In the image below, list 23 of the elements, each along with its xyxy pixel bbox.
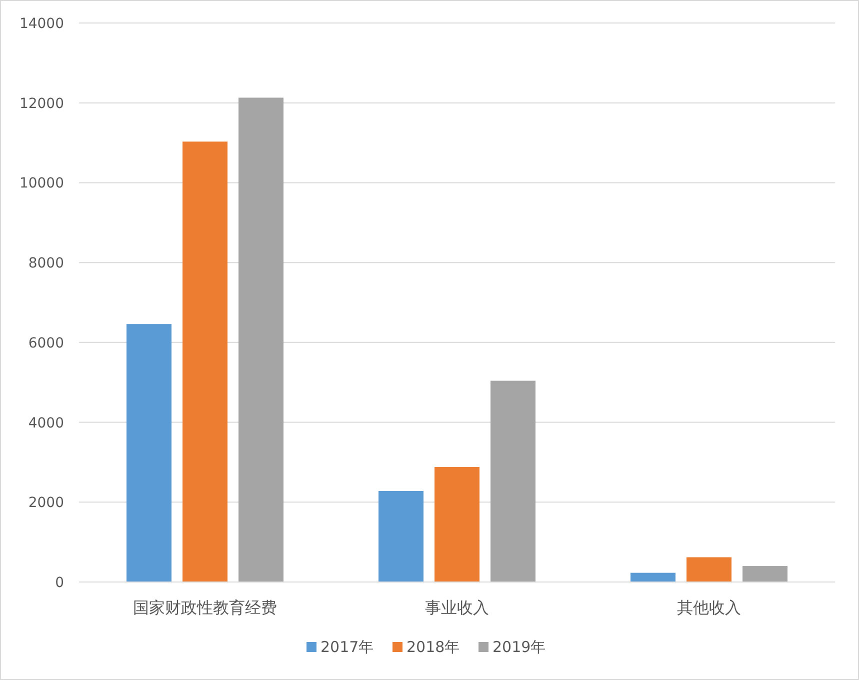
x-tick-label: 事业收入 [425,598,489,617]
bar [378,490,424,582]
bar [490,380,536,582]
y-tick-label: 2000 [28,495,64,512]
bar [238,98,284,582]
legend-label: 2018年 [406,638,460,656]
y-tick-label: 4000 [28,415,64,432]
y-tick-label: 14000 [19,16,64,32]
bar [742,566,788,582]
bar [126,324,172,582]
y-tick-label: 12000 [19,96,64,112]
legend-label: 2019年 [492,638,546,656]
bar [434,467,480,582]
y-tick-label: 10000 [19,176,64,192]
bar [630,572,676,582]
legend-label: 2017年 [320,638,374,656]
y-tick-label: 0 [55,575,64,591]
bar [686,557,732,582]
y-tick-label: 8000 [28,256,64,272]
bar [182,142,228,582]
x-tick-label: 国家财政性教育经费 [133,598,277,617]
x-tick-label: 其他收入 [677,598,741,617]
y-tick-label: 6000 [28,335,64,352]
